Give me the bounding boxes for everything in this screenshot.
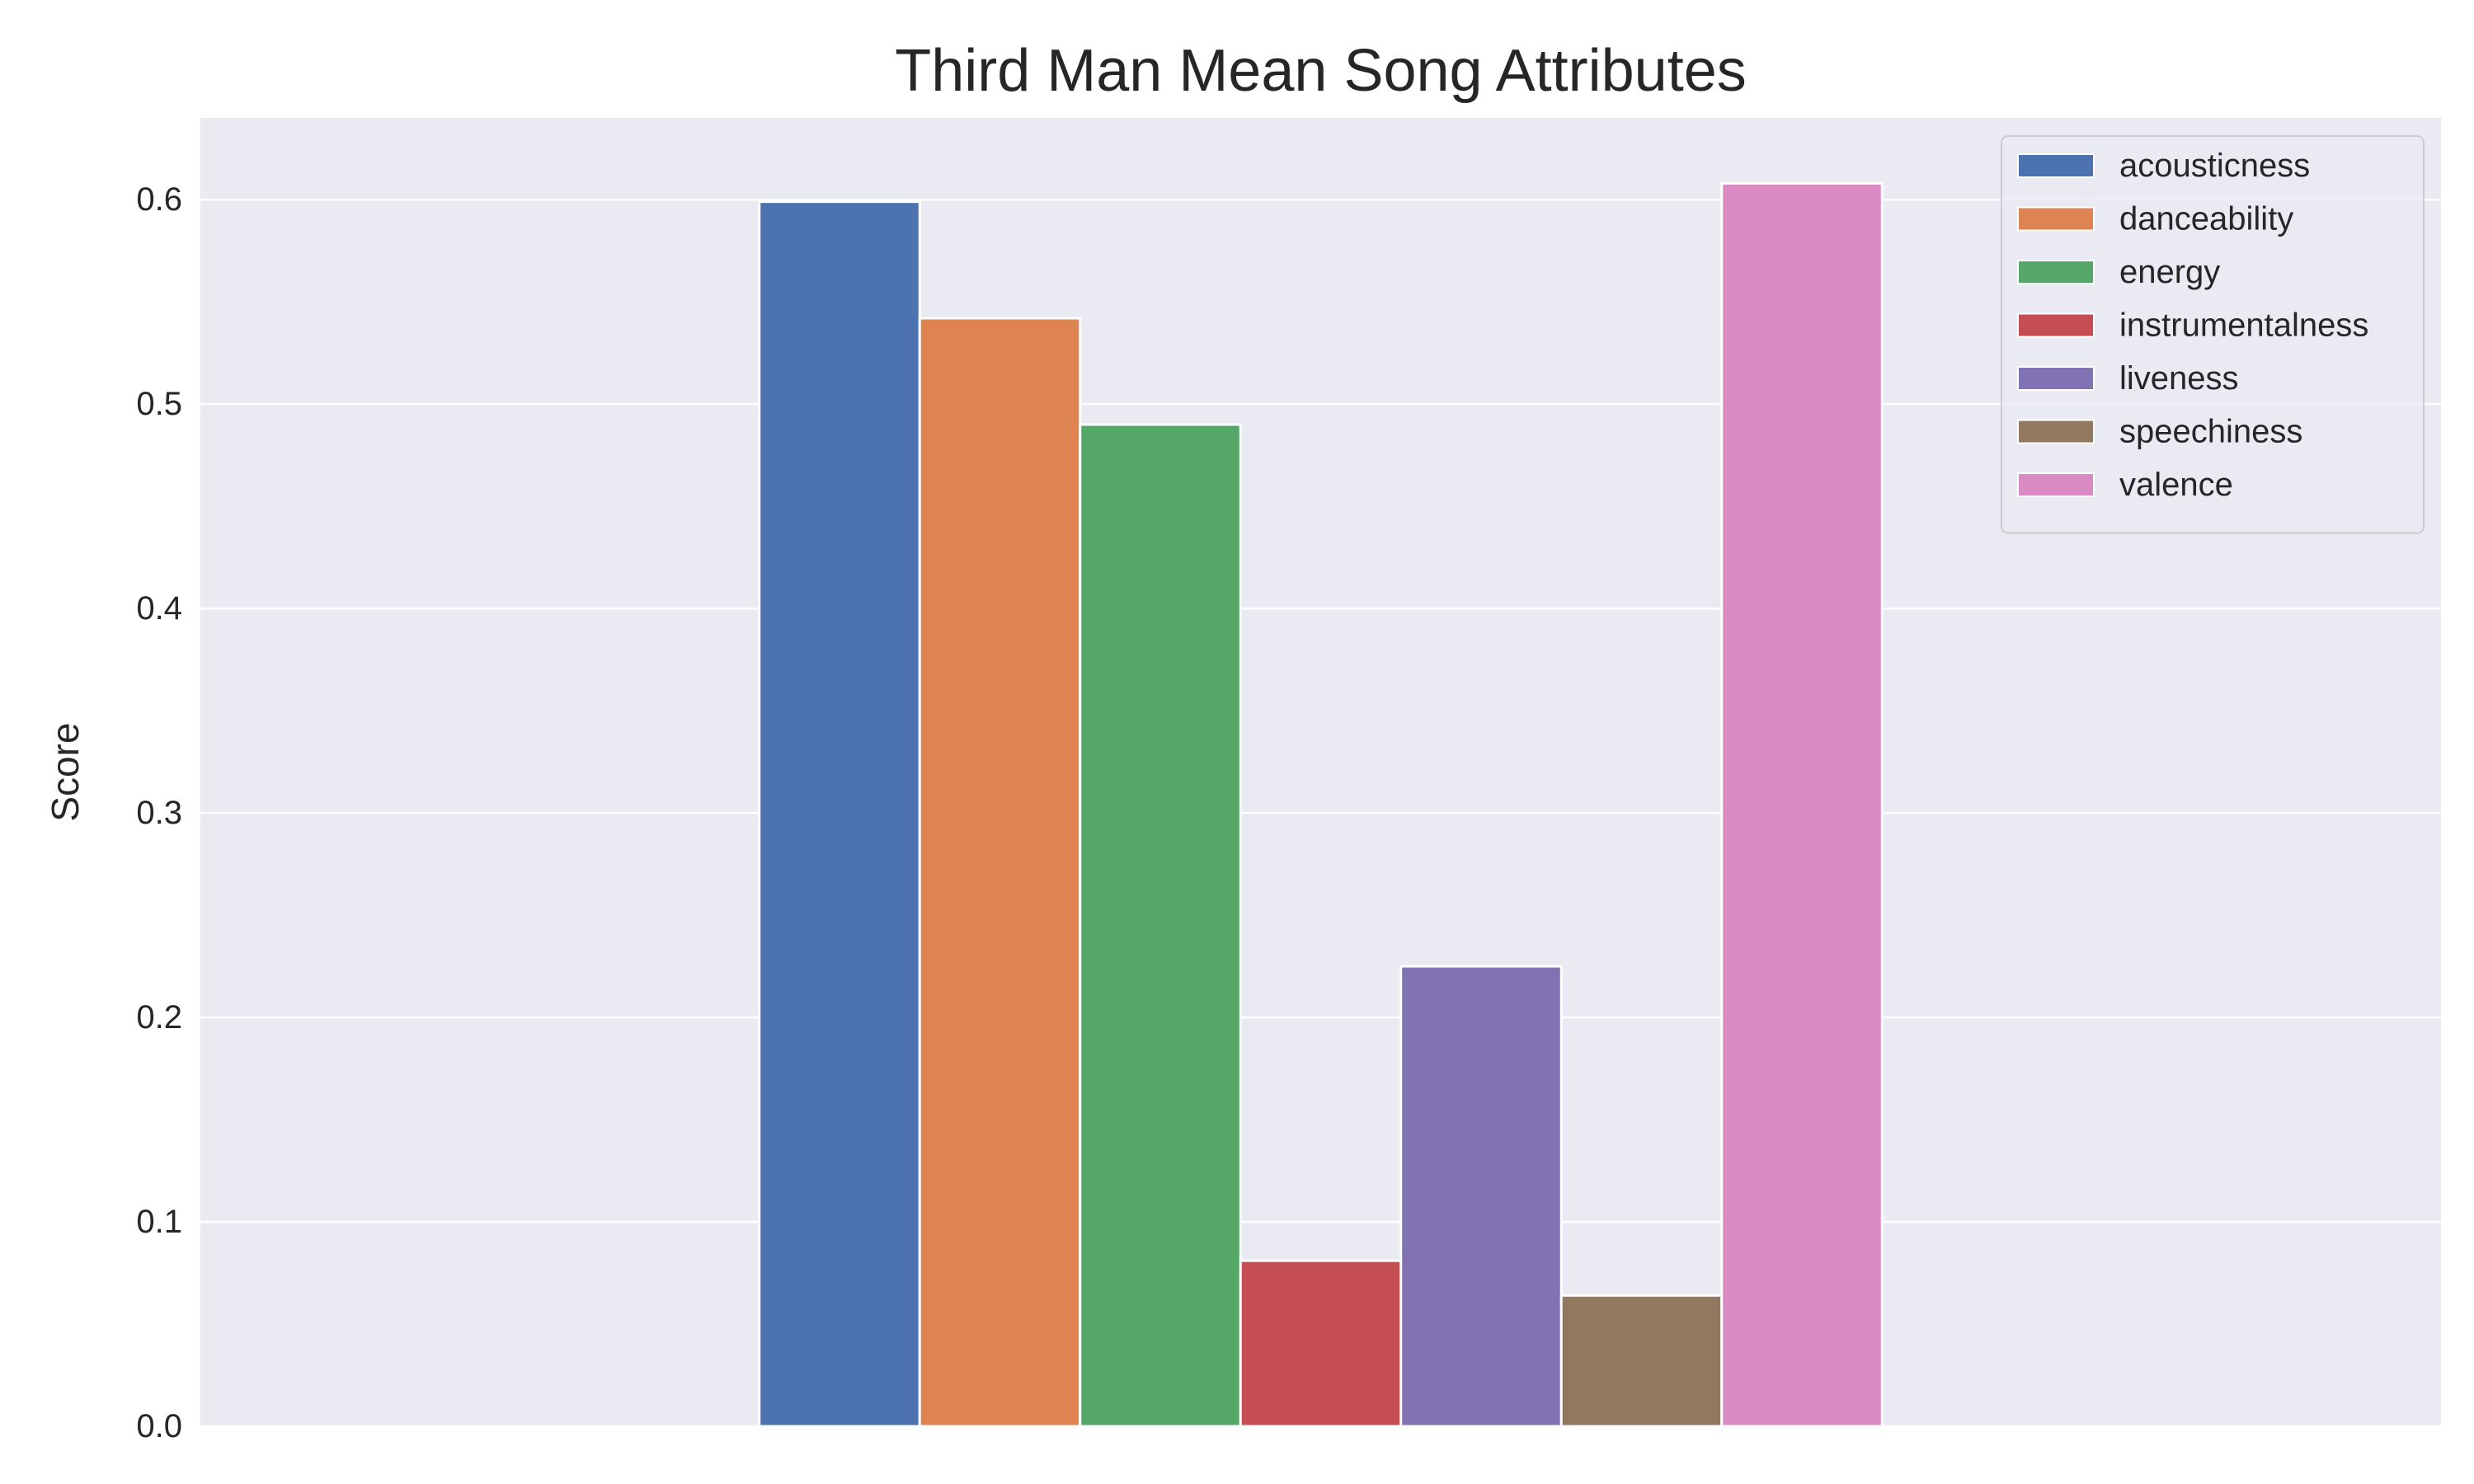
legend-label-energy: energy	[2119, 254, 2220, 290]
legend: acousticness danceability energy instrument…	[2001, 135, 2425, 534]
legend-label-speechiness: speechiness	[2119, 414, 2302, 450]
legend-swatch-energy	[2017, 260, 2095, 284]
bar-valence	[1720, 181, 1884, 1428]
bar-liveness	[1399, 965, 1563, 1428]
bars	[758, 181, 1884, 1428]
y-tick-label: 0.1	[136, 1204, 182, 1240]
y-axis-label: Score	[44, 722, 87, 821]
bar-speechiness	[1559, 1294, 1724, 1428]
legend-swatch-valence	[2017, 472, 2095, 497]
legend-label-liveness: liveness	[2119, 360, 2239, 397]
y-axis-ticks: 0.0 0.1 0.2 0.3 0.4 0.5 0.6	[136, 181, 182, 1444]
legend-label-danceability: danceability	[2119, 201, 2293, 237]
bar-energy	[1079, 423, 1242, 1428]
bar-instrumentalness	[1239, 1259, 1403, 1428]
y-tick-label: 0.2	[136, 999, 182, 1036]
y-tick-label: 0.0	[136, 1408, 182, 1444]
bar-acousticness	[758, 200, 921, 1428]
legend-label-instrumentalness: instrumentalness	[2119, 308, 2368, 344]
legend-label-valence: valence	[2119, 467, 2233, 503]
bar-danceability	[918, 317, 1082, 1428]
y-tick-label: 0.3	[136, 795, 182, 831]
legend-swatch-danceability	[2017, 206, 2095, 232]
y-tick-label: 0.4	[136, 590, 182, 627]
legend-swatch-speechiness	[2017, 419, 2095, 444]
legend-frame	[2001, 135, 2425, 534]
chart-title: Third Man Mean Song Attributes	[895, 38, 1747, 104]
y-tick-label: 0.6	[136, 181, 182, 218]
legend-swatch-instrumentalness	[2017, 312, 2095, 338]
y-tick-label: 0.5	[136, 386, 182, 422]
legend-label-acousticness: acousticness	[2119, 148, 2310, 184]
legend-swatch-acousticness	[2017, 153, 2095, 178]
legend-swatch-liveness	[2017, 366, 2095, 391]
